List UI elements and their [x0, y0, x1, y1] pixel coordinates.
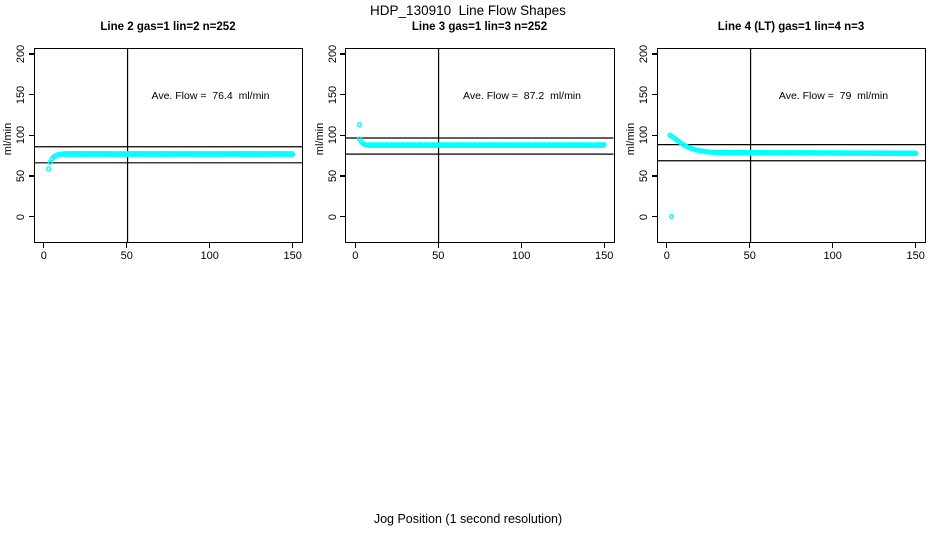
y-tick-mark	[28, 134, 34, 136]
panel-title: Line 3 gas=1 lin=3 n=252	[411, 21, 548, 33]
y-tick-mark	[340, 216, 345, 218]
data-point	[668, 213, 674, 219]
y-tick-label: 150	[638, 85, 650, 104]
y-tick-label: 0	[638, 213, 650, 220]
panel-line-4: Line 4 (LT) gas=1 lin=4 n=3 Ave. Flow = …	[623, 0, 933, 275]
y-tick-mark	[28, 175, 34, 177]
x-tick-label: 0	[663, 250, 670, 263]
ave-flow-annotation: Ave. Flow = 79 ml/min	[778, 89, 889, 102]
y-tick-mark	[340, 175, 345, 177]
x-tick-label: 0	[40, 250, 47, 263]
y-tick-label: 100	[638, 126, 650, 145]
y-tick-mark	[28, 94, 34, 96]
y-tick-mark	[651, 175, 657, 177]
x-tick-mark	[832, 243, 834, 249]
y-tick-label: 100	[326, 126, 339, 145]
x-tick-label: 150	[595, 250, 614, 263]
y-tick-label: 0	[326, 213, 339, 220]
x-tick-mark	[209, 243, 211, 249]
plot-area: Ave. Flow = 76.4 ml/min	[33, 47, 303, 244]
ave-flow-annotation: Ave. Flow = 87.2 ml/min	[463, 89, 581, 102]
y-axis-label: ml/min	[2, 122, 14, 156]
x-tick-mark	[520, 243, 522, 249]
plot-area: Ave. Flow = 87.2 ml/min	[345, 47, 615, 244]
x-tick-label: 50	[120, 250, 133, 263]
plot-svg	[34, 48, 302, 243]
data-point	[601, 141, 607, 147]
y-tick-mark	[28, 216, 34, 218]
y-tick-mark	[651, 94, 657, 96]
y-tick-label: 150	[15, 85, 27, 104]
x-tick-mark	[915, 243, 917, 249]
y-tick-mark	[651, 53, 657, 55]
y-tick-label: 200	[326, 44, 339, 64]
x-tick-mark	[666, 243, 668, 249]
x-tick-label: 0	[352, 250, 359, 263]
panel-title: Line 2 gas=1 lin=2 n=252	[100, 21, 236, 33]
x-tick-mark	[603, 243, 605, 249]
y-tick-mark	[340, 134, 345, 136]
ave-flow-annotation: Ave. Flow = 76.4 ml/min	[151, 89, 270, 102]
x-axis-label: Jog Position (1 second resolution)	[373, 512, 563, 526]
x-tick-label: 150	[906, 250, 925, 263]
y-tick-label: 50	[326, 169, 339, 183]
y-axis-label: ml/min	[625, 122, 637, 156]
x-tick-mark	[437, 243, 439, 249]
data-point	[289, 151, 295, 157]
plot-svg	[346, 48, 614, 243]
y-axis-label: ml/min	[313, 122, 326, 156]
panel-line-2: Line 2 gas=1 lin=2 n=252 Ave. Flow = 76.…	[0, 0, 310, 275]
panel-title: Line 4 (LT) gas=1 lin=4 n=3	[717, 21, 865, 33]
x-tick-mark	[43, 243, 45, 249]
y-tick-label: 50	[638, 169, 650, 183]
y-tick-label: 200	[638, 44, 650, 64]
y-tick-mark	[28, 53, 34, 55]
data-point	[912, 150, 919, 156]
data-point	[45, 165, 51, 172]
panel-line-3: Line 3 gas=1 lin=3 n=252 Ave. Flow = 87.…	[312, 0, 622, 275]
x-tick-label: 100	[512, 250, 531, 263]
x-tick-mark	[749, 243, 751, 249]
plot-area: Ave. Flow = 79 ml/min	[656, 47, 926, 244]
y-tick-mark	[651, 134, 657, 136]
y-tick-label: 0	[15, 213, 27, 220]
y-tick-mark	[340, 53, 345, 55]
x-tick-mark	[354, 243, 356, 249]
x-tick-mark	[292, 243, 294, 249]
x-tick-label: 50	[432, 250, 445, 263]
x-tick-label: 100	[200, 250, 219, 263]
x-tick-label: 50	[743, 250, 756, 263]
x-tick-label: 100	[823, 250, 842, 263]
x-tick-mark	[126, 243, 128, 249]
y-tick-mark	[651, 216, 657, 218]
y-tick-label: 50	[15, 169, 27, 183]
y-tick-label: 150	[326, 85, 339, 104]
y-tick-label: 100	[15, 126, 27, 145]
y-tick-label: 200	[15, 44, 27, 64]
data-point	[356, 121, 363, 127]
y-tick-mark	[340, 94, 345, 96]
figure-title: HDP_130910 Line Flow Shapes	[370, 3, 566, 18]
x-tick-label: 150	[283, 250, 302, 263]
plot-svg	[657, 48, 925, 243]
